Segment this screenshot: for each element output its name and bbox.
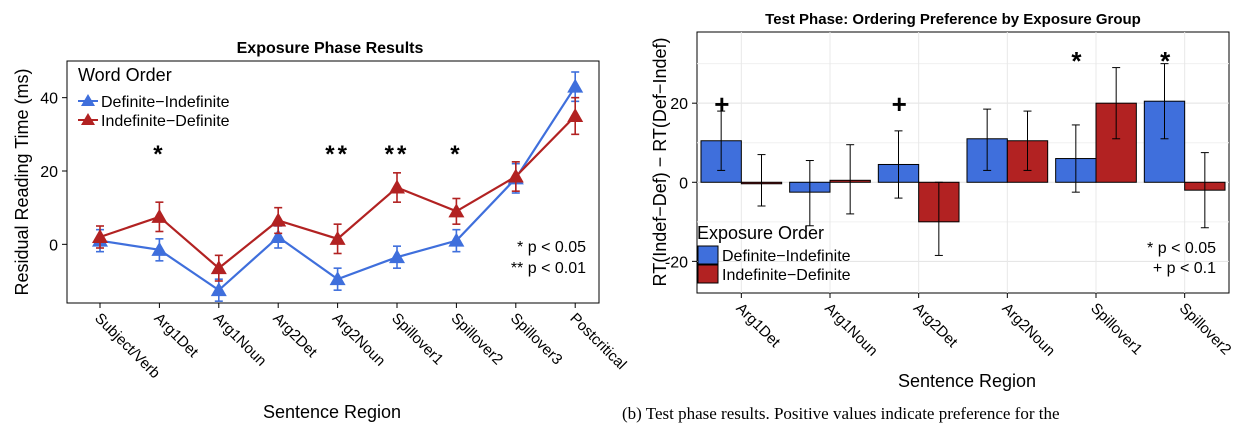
right-significance-arg1det: + [714,89,729,119]
left-x-tick-label-arg1noun: Arg1Noun [210,310,270,370]
data-point-definite-indefinite [329,271,346,286]
right-significance-arg2det: + [892,89,907,119]
left-x-tick-label-spillover2: Spillover2 [448,310,507,369]
right-plot-frame [696,31,1230,294]
data-point-indefinite-definite [567,108,584,122]
left-significance-spillover1: ** [385,141,410,168]
data-point-indefinite-definite [507,168,524,183]
right-y-tick-label--20: -20 [665,254,688,271]
data-point-definite-indefinite [567,78,584,93]
right-legend-title: Exposure Order [697,223,824,243]
left-x-axis-label: Sentence Region [263,402,401,422]
right-note-p1: + p < 0.1 [1153,260,1216,277]
left-x-tick-label-arg1det: Arg1Det [151,310,203,362]
data-point-indefinite-definite [92,229,108,243]
left-significance-spillover2: * [450,141,462,168]
right-y-tick-label-20: 20 [670,96,688,113]
right-legend: Exposure Order Definite−Indefinite Indef… [697,223,851,284]
right-significance-spillover2: * [1160,46,1171,76]
right-chart-title: Test Phase: Ordering Preference by Expos… [765,11,1141,28]
left-legend-title: Word Order [78,65,172,85]
data-point-definite-indefinite [389,249,405,264]
legend-swatch-indefinite-definite [697,264,719,284]
left-x-tick-label-spillover3: Spillover3 [507,310,566,369]
right-legend-label-indefinite-definite: Indefinite−Definite [722,267,851,284]
left-significance-arg2noun: ** [325,141,350,168]
left-x-tick-label-spillover1: Spillover1 [388,310,447,369]
data-point-indefinite-definite [270,212,287,227]
left-legend: Word Order Definite−Indefinite Indefinit… [78,65,230,130]
right-y-axis-label: RT(Indef−Def) − RT(Def−Indef) [650,38,670,287]
right-significance-spillover1: * [1071,46,1082,76]
left-x-tick-label-postcritical: Postcritical [566,310,629,373]
left-y-tick-label-0: 0 [49,237,58,254]
right-x-axis-label: Sentence Region [898,371,1036,391]
data-point-definite-indefinite [210,282,227,297]
right-legend-label-definite-indefinite: Definite−Indefinite [722,248,851,265]
data-point-indefinite-definite [151,208,168,223]
right-x-tick-label-arg2det: Arg2Det [910,300,962,352]
left-note-p01: ** p < 0.01 [511,260,586,277]
right-x-tick-label-arg2noun: Arg2Noun [999,300,1059,360]
left-x-tick-label-arg2det: Arg2Det [269,310,321,362]
left-legend-label-definite-indefinite: Definite−Indefinite [101,94,230,111]
figure-caption: (b) Test phase results. Positive values … [622,404,1060,423]
right-x-tick-label-spillover1: Spillover1 [1087,300,1146,359]
data-point-definite-indefinite [448,232,465,247]
right-y-tick-label-0: 0 [679,175,688,192]
right-x-tick-label-arg1noun: Arg1Noun [821,300,881,360]
data-point-definite-indefinite [270,229,287,243]
data-point-indefinite-definite [210,260,227,275]
left-plot-frame [66,60,600,304]
data-point-definite-indefinite [151,241,168,256]
left-note-p05: * p < 0.05 [517,239,586,256]
right-x-tick-label-spillover2: Spillover2 [1176,300,1235,359]
data-point-indefinite-definite [389,179,405,194]
right-x-tick-label-arg1det: Arg1Det [733,300,785,352]
test-panel: Test Phase: Ordering Preference by Expos… [650,11,1234,391]
left-x-tick-label-arg2noun: Arg2Noun [329,310,389,370]
data-point-indefinite-definite [329,230,346,245]
left-chart-title: Exposure Phase Results [237,40,424,57]
legend-marker-definite-indefinite [81,94,95,106]
data-point-indefinite-definite [448,203,465,218]
left-y-axis-label: Residual Reading Time (ms) [12,68,32,295]
right-note-p05: * p < 0.05 [1147,240,1216,257]
left-legend-label-indefinite-definite: Indefinite−Definite [101,113,230,130]
left-y-tick-label-20: 20 [40,164,58,181]
left-y-tick-label-40: 40 [40,91,58,108]
legend-swatch-definite-indefinite [697,245,719,265]
left-significance-arg1det: * [153,141,165,168]
bar-indefinite-definite-spillover1 [1095,102,1137,183]
legend-marker-indefinite-definite [81,113,95,125]
